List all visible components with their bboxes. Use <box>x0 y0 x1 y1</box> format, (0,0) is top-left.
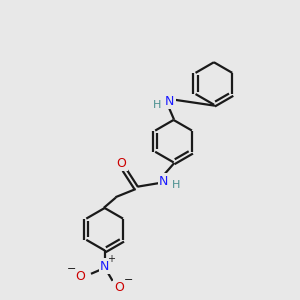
Text: O: O <box>114 281 124 294</box>
Text: −: − <box>124 275 133 285</box>
Text: +: + <box>106 254 115 264</box>
Text: N: N <box>100 260 109 272</box>
Text: N: N <box>165 95 174 108</box>
Text: H: H <box>153 100 161 110</box>
Text: N: N <box>159 175 169 188</box>
Text: O: O <box>75 270 85 283</box>
Text: H: H <box>171 180 180 190</box>
Text: O: O <box>116 157 126 170</box>
Text: −: − <box>67 264 76 274</box>
